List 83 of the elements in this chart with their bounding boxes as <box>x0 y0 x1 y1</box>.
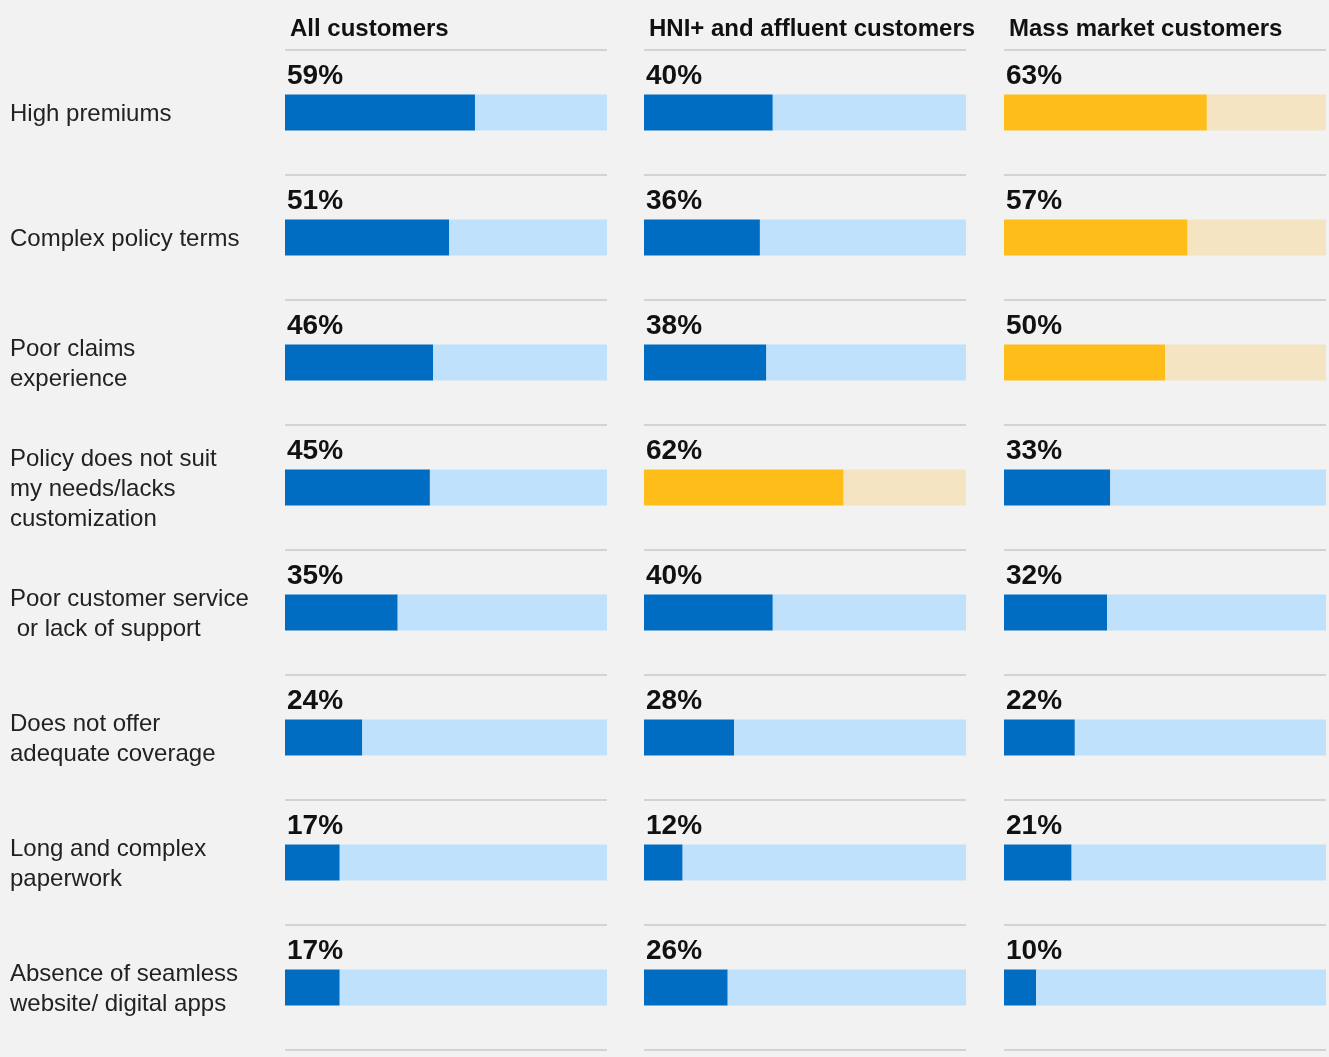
bar <box>285 94 475 131</box>
y-tick-label: Long and complex paperwork <box>10 834 213 891</box>
y-tick-label: High premiums <box>10 99 172 126</box>
bar <box>1004 344 1165 381</box>
data-label: 17% <box>287 809 344 840</box>
y-tick-label: Absence of seamless website/ digital apps <box>9 959 245 1016</box>
data-label: 46% <box>287 309 344 340</box>
bar <box>285 344 434 381</box>
bar <box>429 469 607 506</box>
bar <box>1206 94 1326 131</box>
data-label: 36% <box>646 184 703 215</box>
bar <box>1004 719 1075 756</box>
bar <box>1004 594 1108 631</box>
bar <box>1074 719 1326 756</box>
bar <box>285 969 340 1006</box>
bar <box>1004 844 1072 881</box>
bar <box>1004 219 1188 256</box>
bar <box>734 719 966 756</box>
bar <box>644 469 844 506</box>
bar <box>644 844 683 881</box>
bar <box>1110 469 1326 506</box>
data-label: 51% <box>287 184 344 215</box>
bar <box>474 94 607 131</box>
data-label: 50% <box>1006 309 1063 340</box>
bar <box>285 594 398 631</box>
bar <box>1165 344 1326 381</box>
bar <box>766 344 966 381</box>
data-label: 32% <box>1006 559 1063 590</box>
chart-title: All customers <box>290 13 449 41</box>
chart-title: Mass market customers <box>1009 13 1283 41</box>
data-label: 63% <box>1006 59 1063 90</box>
data-label: 22% <box>1006 684 1063 715</box>
bar <box>433 344 607 381</box>
data-label: 59% <box>287 59 344 90</box>
y-tick-label: Poor customer service or lack of support <box>10 584 249 641</box>
bar <box>339 969 607 1006</box>
bar <box>1004 969 1037 1006</box>
bar <box>772 594 966 631</box>
bar <box>1036 969 1326 1006</box>
bar <box>644 344 767 381</box>
data-label: 40% <box>646 559 703 590</box>
bar <box>362 719 607 756</box>
data-label: 12% <box>646 809 703 840</box>
y-tick-label: Poor claims experience <box>10 334 143 391</box>
bar <box>682 844 966 881</box>
data-label: 33% <box>1006 434 1063 465</box>
data-label: 28% <box>646 684 703 715</box>
bar <box>285 844 340 881</box>
bar <box>772 94 966 131</box>
bar <box>843 469 966 506</box>
bar <box>1071 844 1326 881</box>
data-label: 40% <box>646 59 703 90</box>
bar <box>644 719 735 756</box>
data-label: 10% <box>1006 934 1063 965</box>
bar <box>339 844 607 881</box>
bar <box>644 94 773 131</box>
bar <box>285 469 430 506</box>
data-label: 45% <box>287 434 344 465</box>
y-tick-label: Complex policy terms <box>10 224 240 251</box>
chart-title: HNI+ and affluent customers <box>649 13 976 41</box>
bar <box>1004 94 1207 131</box>
data-label: 24% <box>287 684 344 715</box>
bar <box>759 219 966 256</box>
y-tick-label: Policy does not suit my needs/lacks customization <box>10 444 224 531</box>
bar <box>644 969 728 1006</box>
bar <box>285 219 450 256</box>
bar <box>644 219 760 256</box>
data-label: 62% <box>646 434 703 465</box>
data-label: 17% <box>287 934 344 965</box>
bar <box>1187 219 1326 256</box>
data-label: 35% <box>287 559 344 590</box>
bar <box>285 719 363 756</box>
bar <box>1004 469 1111 506</box>
bar <box>727 969 966 1006</box>
data-label: 21% <box>1006 809 1063 840</box>
data-label: 57% <box>1006 184 1063 215</box>
bar <box>1107 594 1326 631</box>
data-label: 38% <box>646 309 703 340</box>
bar <box>644 594 773 631</box>
y-tick-label: Does not offer adequate coverage <box>10 709 216 766</box>
data-label: 26% <box>646 934 703 965</box>
bar <box>397 594 607 631</box>
bar <box>449 219 607 256</box>
